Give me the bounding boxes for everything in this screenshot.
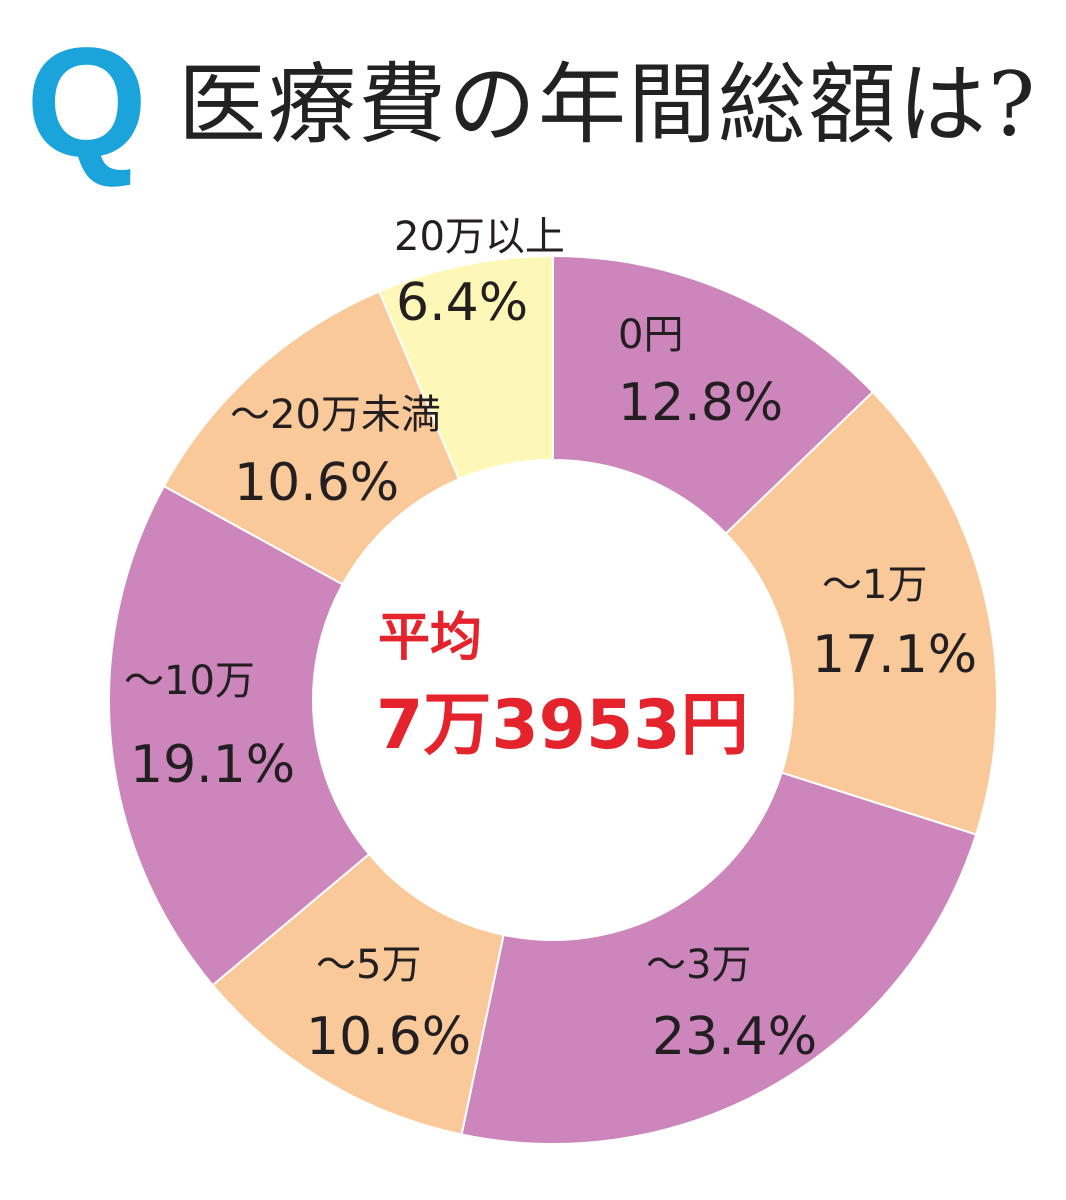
slice-label-1: ～1万 (822, 562, 927, 608)
slice-value-2: 23.4% (652, 1007, 817, 1067)
slice-labels: 0円 12.8% ～1万 17.1% ～3万 23.4% ～5万 10.6% ～10万 19.1%… (124, 214, 977, 1067)
slice-value-1: 17.1% (812, 625, 977, 685)
chart-title: 医療費の年間総額は? (178, 53, 1038, 156)
slice-value-4: 19.1% (130, 735, 295, 795)
slice-label-2: ～3万 (646, 942, 751, 988)
q-mark-icon: Q (26, 16, 147, 190)
slice-value-0: 12.8% (618, 373, 783, 433)
slice-label-3: ～5万 (316, 942, 421, 988)
slice-0 (552, 254, 875, 535)
slice-1 (724, 390, 998, 836)
slice-value-5: 10.6% (234, 453, 399, 513)
center-label: 平均 (378, 608, 482, 668)
slice-6 (377, 254, 554, 481)
slice-2 (460, 771, 978, 1145)
slices (108, 254, 998, 1145)
slice-label-5: ～20万未満 (230, 392, 441, 438)
slice-label-0: 0円 (618, 312, 683, 358)
slice-value-6: 6.4% (396, 273, 528, 333)
center-value: 7万3953円 (376, 686, 749, 765)
slice-label-6: 20万以上 (394, 214, 565, 260)
slice-label-4: ～10万 (124, 658, 255, 704)
slice-4 (108, 484, 371, 987)
slice-value-3: 10.6% (306, 1007, 471, 1067)
